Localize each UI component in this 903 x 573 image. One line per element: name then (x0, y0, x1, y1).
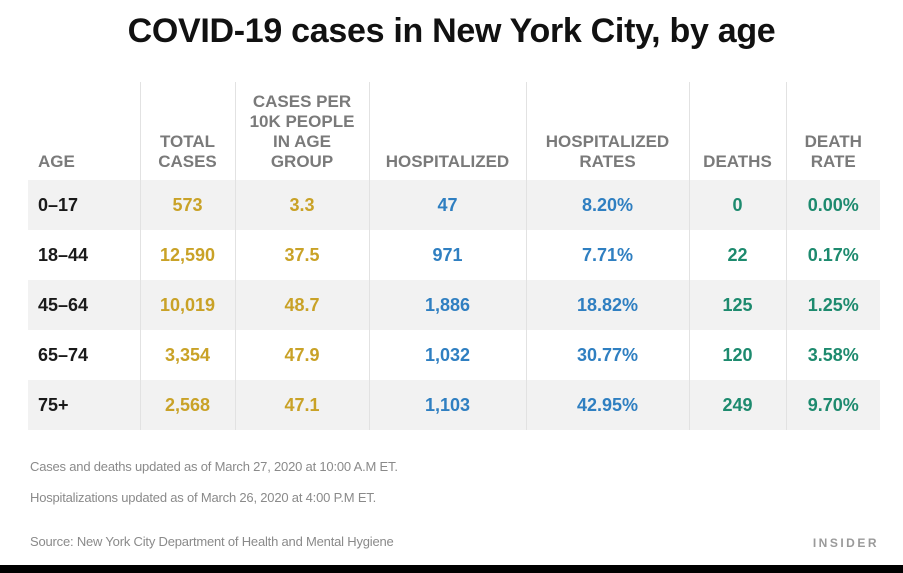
hospitalized-rate-cell: 42.95% (525, 380, 689, 430)
table-body: 0–17 573 3.3 47 8.20% 0 0.00% 18–44 12,590 37.5 97… (28, 180, 880, 430)
source-note: Source: New York City Department of Heal… (30, 534, 394, 549)
header-age: AGE (38, 152, 75, 171)
header-cases-per-10k: CASES PER 10K PEOPLE IN AGE GROUP (234, 82, 369, 180)
total-cases-cell: 2,568 (139, 380, 235, 430)
hospitalized-rate-cell: 30.77% (525, 330, 689, 380)
hospitalized-cell: 971 (368, 230, 526, 280)
insider-logo: INSIDER (812, 536, 879, 550)
table-row: 45–64 10,019 48.7 1,886 18.82% 125 1.25% (28, 280, 880, 330)
deaths-cell: 125 (688, 280, 786, 330)
age-cell: 45–64 (28, 280, 140, 330)
death-rate-cell: 0.00% (785, 180, 880, 230)
header-hospitalized: HOSPITALIZED (368, 82, 526, 180)
header-row: AGE TOTAL CASES CASES PER 10K PEOPLE IN … (28, 82, 880, 180)
cases-per-10k-cell: 48.7 (234, 280, 369, 330)
death-rate-cell: 0.17% (785, 230, 880, 280)
death-rate-cell: 1.25% (785, 280, 880, 330)
cases-per-10k-cell: 47.1 (234, 380, 369, 430)
deaths-cell: 249 (688, 380, 786, 430)
death-rate-cell: 3.58% (785, 330, 880, 380)
hospitalized-cell: 47 (368, 180, 526, 230)
header-deaths: DEATHS (688, 82, 786, 180)
data-table: AGE TOTAL CASES CASES PER 10K PEOPLE IN … (28, 82, 880, 430)
deaths-cell: 120 (688, 330, 786, 380)
hospitalized-rate-cell: 18.82% (525, 280, 689, 330)
age-cell: 0–17 (28, 180, 140, 230)
total-cases-cell: 3,354 (139, 330, 235, 380)
total-cases-cell: 573 (139, 180, 235, 230)
header-hospitalized-rates: HOSPITALIZED RATES (525, 82, 689, 180)
table-row: 0–17 573 3.3 47 8.20% 0 0.00% (28, 180, 880, 230)
age-cell: 65–74 (28, 330, 140, 380)
chart-title: COVID-19 cases in New York City, by age (127, 12, 776, 50)
header-total-cases: TOTAL CASES (139, 82, 235, 180)
table-row: 65–74 3,354 47.9 1,032 30.77% 120 3.58% (28, 330, 880, 380)
bottom-border (0, 565, 903, 573)
age-cell: 18–44 (28, 230, 140, 280)
total-cases-cell: 12,590 (139, 230, 235, 280)
note-hospitalizations-updated: Hospitalizations updated as of March 26,… (30, 490, 376, 505)
deaths-cell: 22 (688, 230, 786, 280)
hospitalized-cell: 1,032 (368, 330, 526, 380)
hospitalized-rate-cell: 8.20% (525, 180, 689, 230)
age-cell: 75+ (28, 380, 140, 430)
table-row: 18–44 12,590 37.5 971 7.71% 22 0.17% (28, 230, 880, 280)
table-row: 75+ 2,568 47.1 1,103 42.95% 249 9.70% (28, 380, 880, 430)
hospitalized-rate-cell: 7.71% (525, 230, 689, 280)
total-cases-cell: 10,019 (139, 280, 235, 330)
cases-per-10k-cell: 47.9 (234, 330, 369, 380)
death-rate-cell: 9.70% (785, 380, 880, 430)
deaths-cell: 0 (688, 180, 786, 230)
header-death-rate: DEATH RATE (785, 82, 880, 180)
hospitalized-cell: 1,103 (368, 380, 526, 430)
cases-per-10k-cell: 3.3 (234, 180, 369, 230)
hospitalized-cell: 1,886 (368, 280, 526, 330)
note-cases-updated: Cases and deaths updated as of March 27,… (30, 459, 398, 474)
cases-per-10k-cell: 37.5 (234, 230, 369, 280)
